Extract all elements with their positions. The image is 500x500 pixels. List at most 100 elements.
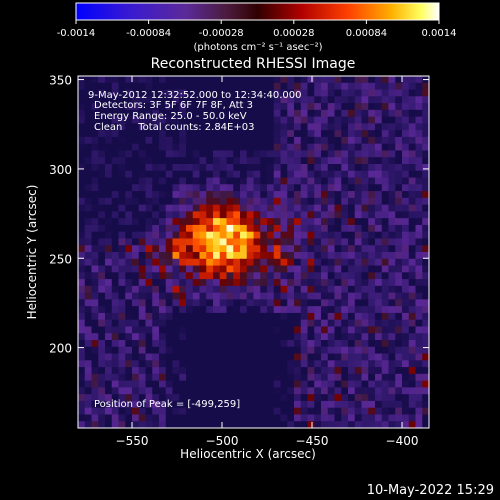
heatmap-pixel [132,360,140,368]
heatmap-pixel [381,184,390,192]
heatmap-pixel [348,326,356,334]
heatmap-pixel [105,143,113,152]
heatmap-pixel [422,245,429,253]
heatmap-pixel [246,109,255,118]
heatmap-pixel [213,96,221,104]
heatmap-pixel [402,218,410,226]
heatmap-pixel [226,285,234,294]
heatmap-pixel [91,258,99,267]
heatmap-pixel [415,116,423,124]
heatmap-pixel [348,353,356,361]
heatmap-pixel [152,407,160,416]
heatmap-pixel [408,373,417,382]
heatmap-pixel [125,150,133,158]
heatmap-pixel [219,333,228,341]
heatmap-pixel [334,400,342,409]
heatmap-pixel [159,76,167,84]
heatmap-pixel [381,414,390,422]
heatmap-pixel [199,380,207,388]
heatmap-pixel [98,258,106,267]
heatmap-pixel [321,96,329,104]
heatmap-pixel [179,109,187,118]
heatmap-pixel [159,143,167,152]
heatmap-pixel [327,170,336,179]
heatmap-pixel [294,285,302,294]
heatmap-pixel [287,96,295,104]
heatmap-pixel [145,407,153,416]
heatmap-pixel [287,89,295,97]
heatmap-pixel [368,258,376,267]
heatmap-pixel [253,387,261,395]
heatmap-pixel [118,346,126,355]
heatmap-pixel [145,252,153,260]
heatmap-pixel [327,387,336,395]
heatmap-pixel [381,373,390,382]
heatmap-pixel [84,197,93,206]
heatmap-pixel [253,76,261,84]
heatmap-pixel [321,346,329,355]
heatmap-pixel [219,279,228,287]
heatmap-pixel [186,231,194,240]
heatmap-pixel [307,157,315,165]
heatmap-pixel [408,299,417,307]
heatmap-pixel [327,279,336,287]
x-axis-label: Heliocentric X (arcsec) [180,447,316,461]
heatmap-pixel [213,400,221,409]
heatmap-pixel [348,306,356,314]
heatmap-pixel [98,394,106,402]
heatmap-pixel [267,407,275,416]
heatmap-pixel [422,143,429,152]
heatmap-pixel [253,285,261,294]
heatmap-pixel [354,157,363,165]
heatmap-pixel [91,421,99,428]
heatmap-pixel [219,326,228,334]
heatmap-pixel [219,211,228,219]
heatmap-pixel [213,116,221,124]
heatmap-pixel [138,157,147,165]
heatmap-pixel [253,265,261,273]
heatmap-pixel [381,238,390,246]
heatmap-pixel [159,123,167,131]
heatmap-pixel [240,197,248,206]
heatmap-pixel [172,157,180,165]
heatmap-pixel [334,326,342,334]
heatmap-pixel [186,400,194,409]
heatmap-pixel [408,285,417,294]
heatmap-pixel [199,96,207,104]
heatmap-pixel [111,157,120,165]
heatmap-pixel [334,292,342,300]
heatmap-pixel [206,272,214,280]
heatmap-pixel [152,272,160,280]
heatmap-pixel [118,211,126,219]
heatmap-pixel [233,130,241,138]
heatmap-pixel [327,319,336,328]
heatmap-pixel [98,252,106,260]
heatmap-pixel [91,312,99,321]
heatmap-pixel [314,191,322,199]
heatmap-pixel [206,211,214,219]
heatmap-pixel [246,150,255,158]
heatmap-pixel [206,89,214,97]
heatmap-pixel [260,191,268,199]
heatmap-pixel [159,360,167,368]
heatmap-pixel [307,197,315,206]
heatmap-pixel [145,109,153,118]
heatmap-pixel [287,346,295,355]
heatmap-pixel [388,421,396,428]
heatmap-pixel [361,96,369,104]
heatmap-pixel [300,394,309,402]
heatmap-pixel [159,96,167,104]
heatmap-pixel [213,285,221,294]
heatmap-pixel [159,184,167,192]
heatmap-pixel [375,340,383,348]
heatmap-pixel [307,252,315,260]
heatmap-pixel [375,407,383,416]
heatmap-pixel [206,360,214,368]
heatmap-pixel [327,380,336,388]
heatmap-pixel [246,367,255,375]
heatmap-pixel [118,184,126,192]
heatmap-pixel [145,312,153,321]
heatmap-pixel [408,191,417,199]
heatmap-pixel [91,265,99,273]
